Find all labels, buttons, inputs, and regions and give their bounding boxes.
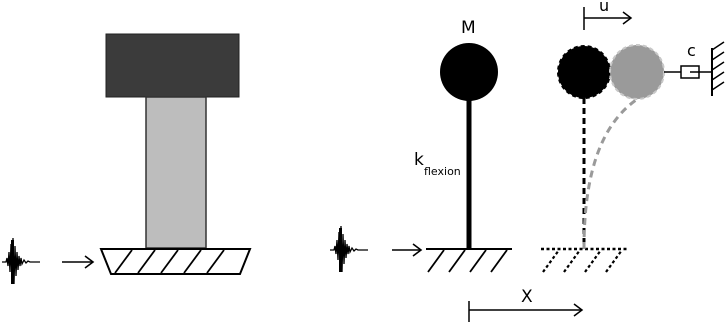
input-arrow-left [62, 255, 95, 269]
mass-circle [440, 43, 498, 101]
rod-deflected [582, 98, 637, 250]
ground-solid [426, 248, 512, 273]
building-foundation [99, 248, 252, 275]
stiffness-label: k [414, 150, 424, 170]
building-model [99, 33, 252, 275]
displacement-label: u [599, 0, 609, 15]
mass-deflected [609, 44, 665, 100]
mass-rest-position [557, 45, 611, 99]
stiffness-subscript: flexion [424, 165, 461, 178]
mass-label: M [461, 18, 476, 38]
input-arrow-right [392, 243, 423, 257]
building-roof [105, 33, 240, 98]
seismic-signal-right [330, 225, 368, 273]
ground-displacement-label: X [521, 287, 533, 307]
ground-displacement-arrow [468, 301, 584, 322]
displacement-arrow [583, 7, 633, 30]
damper-label: c [687, 41, 696, 60]
ground-displaced [541, 247, 627, 273]
seismic-signal-left [2, 237, 40, 285]
damper [664, 41, 725, 96]
building-column [145, 96, 207, 249]
